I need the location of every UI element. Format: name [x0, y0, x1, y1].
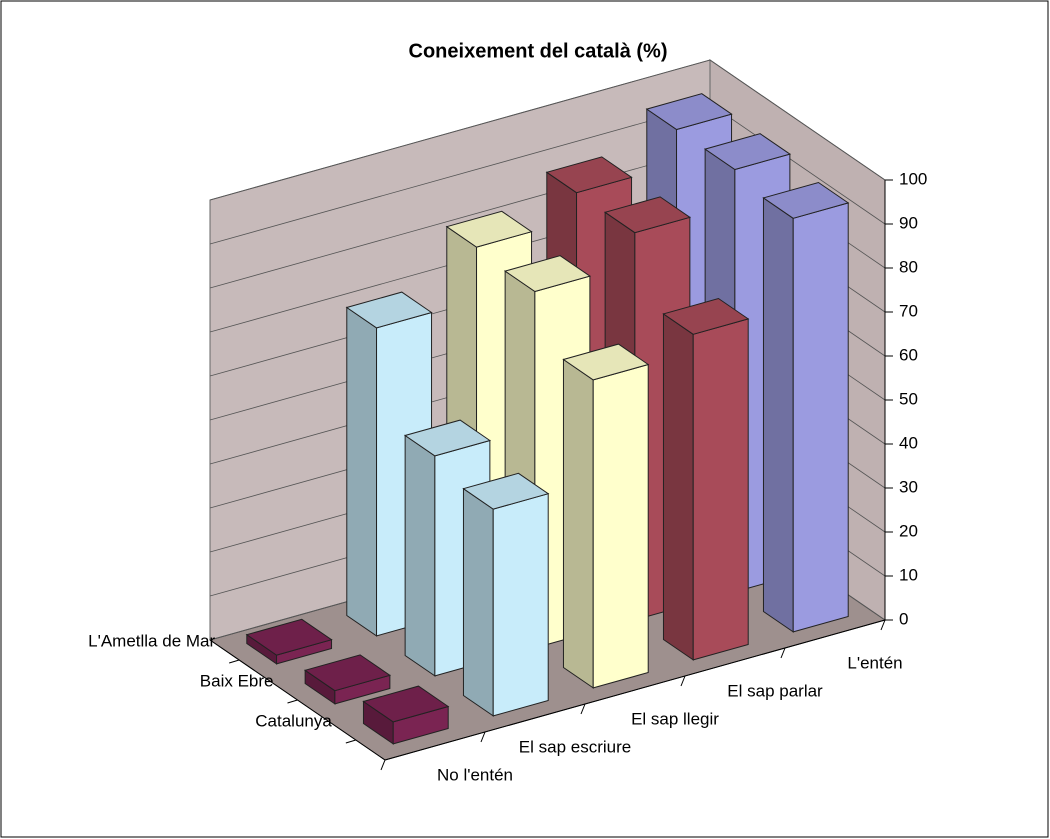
bar: [362, 685, 450, 745]
bar-top: [645, 93, 733, 131]
x-tick: [680, 675, 686, 687]
bar-top: [403, 419, 492, 457]
chart-title: Coneixement del català (%): [409, 40, 668, 62]
bar-side: [562, 358, 594, 689]
bar-front: [492, 493, 549, 717]
bar-side: [762, 196, 794, 633]
bar-top: [562, 343, 650, 381]
x-tick: [880, 619, 886, 631]
bar-top: [445, 210, 533, 248]
bar-top: [362, 685, 450, 723]
bar-top: [545, 156, 633, 194]
series-label: Baix Ebre: [200, 671, 274, 690]
depth-tick: [287, 699, 298, 704]
y-tick-label: 90: [899, 213, 918, 232]
bar-side: [662, 312, 694, 661]
bar: [562, 343, 650, 689]
bar-front: [692, 318, 749, 661]
bar-side: [346, 306, 378, 637]
y-tick-label: 100: [899, 169, 927, 188]
bar: [662, 297, 750, 661]
bar: [303, 654, 392, 705]
y-tick-label: 20: [899, 521, 918, 540]
x-tick-label: El sap escriure: [519, 737, 631, 756]
bar: [462, 472, 550, 717]
y-tick-label: 40: [899, 433, 918, 452]
bar-top: [662, 297, 750, 335]
x-tick-label: No l'entén: [437, 765, 513, 784]
depth-tick: [229, 659, 240, 664]
x-tick-label: El sap parlar: [727, 681, 823, 700]
x-tick-label: L'entén: [847, 653, 902, 672]
bar-top: [345, 291, 433, 329]
bar-top: [462, 472, 550, 510]
y-tick-label: 0: [899, 609, 908, 628]
x-tick: [780, 647, 786, 659]
bar-top: [703, 133, 792, 171]
bar: [762, 181, 850, 633]
y-tick-label: 70: [899, 301, 918, 320]
bar-side: [404, 434, 436, 677]
bar-front: [592, 363, 649, 689]
y-tick-label: 80: [899, 257, 918, 276]
bar-top: [603, 196, 692, 234]
depth-tick: [345, 739, 356, 744]
bar-side: [462, 487, 494, 717]
x-tick: [380, 759, 386, 771]
grid-line: [209, 59, 886, 201]
bar: [245, 618, 333, 665]
series-label: L'Ametlla de Mar: [88, 631, 215, 650]
x-tick: [480, 731, 486, 743]
bar-front: [792, 202, 849, 633]
y-tick-label: 10: [899, 565, 918, 584]
x-axis: [384, 619, 886, 761]
bar-top: [762, 181, 850, 219]
bar-top: [303, 654, 392, 692]
y-tick-label: 50: [899, 389, 918, 408]
x-tick-label: El sap llegir: [631, 709, 719, 728]
series-label: Catalunya: [255, 711, 332, 730]
bar-top: [245, 618, 333, 656]
bar-top: [503, 255, 592, 293]
y-tick-label: 60: [899, 345, 918, 364]
y-tick-label: 30: [899, 477, 918, 496]
x-tick: [580, 703, 586, 715]
